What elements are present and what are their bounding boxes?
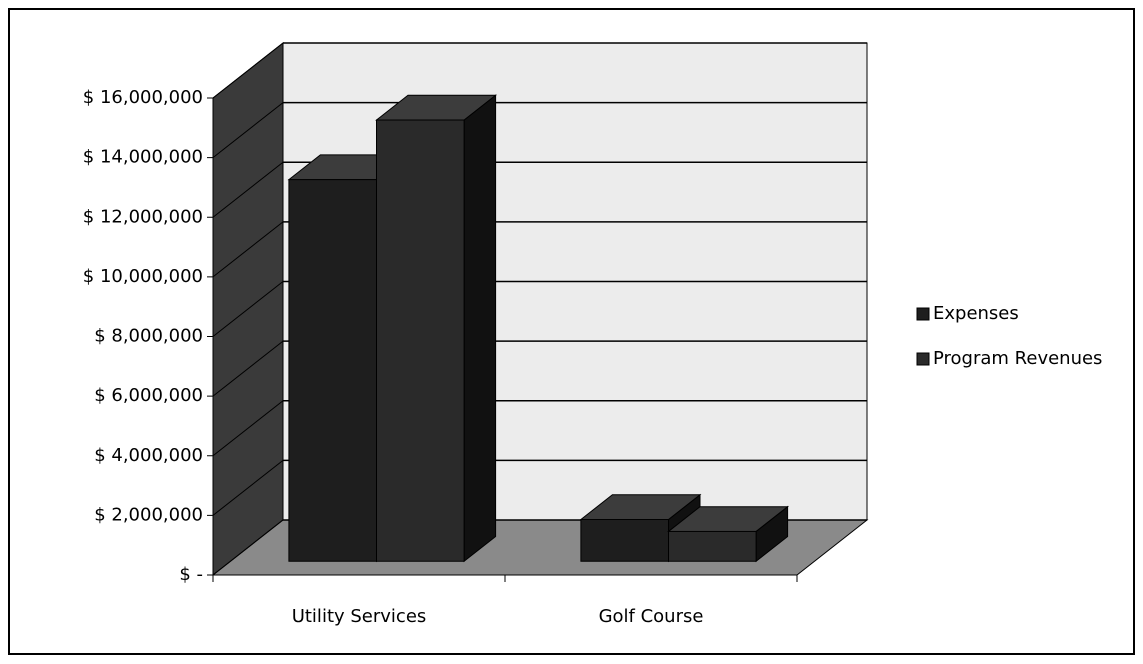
y-tick-label: $ 2,000,000 [94,504,203,525]
side-grid-line [212,42,284,99]
side-grid-line [212,221,284,278]
x-tick-label: Golf Course [599,606,704,627]
bar [375,94,498,563]
y-tick-label: $ 12,000,000 [83,206,203,227]
side-grid-line [212,519,284,576]
legend-swatch [916,307,930,321]
bar-front [668,530,757,562]
side-grid-line [212,459,284,516]
bar [667,505,790,563]
bar-front [580,519,670,562]
x-tick-label: Utility Services [292,606,427,627]
legend-label: Expenses [933,303,1019,324]
y-tick-label: $ 10,000,000 [83,266,203,287]
legend-swatch [916,352,930,366]
legend-label: Program Revenues [933,348,1102,369]
side-grid-line [212,281,284,337]
bar-front [376,119,465,562]
y-tick-label: $ 6,000,000 [94,385,203,406]
bar-side [463,94,497,563]
y-tick-label: $ 8,000,000 [94,326,203,347]
side-grid-line [212,340,284,397]
side-grid-line [212,161,284,218]
side-grid-line [212,102,284,159]
y-tick-label: $ 14,000,000 [83,147,203,168]
side-grid-line [212,400,284,457]
y-tick-label: $ 16,000,000 [83,87,203,108]
y-tick-label: $ 4,000,000 [94,445,203,466]
y-tick-label: $ - [179,564,203,585]
bar-front [288,179,377,562]
